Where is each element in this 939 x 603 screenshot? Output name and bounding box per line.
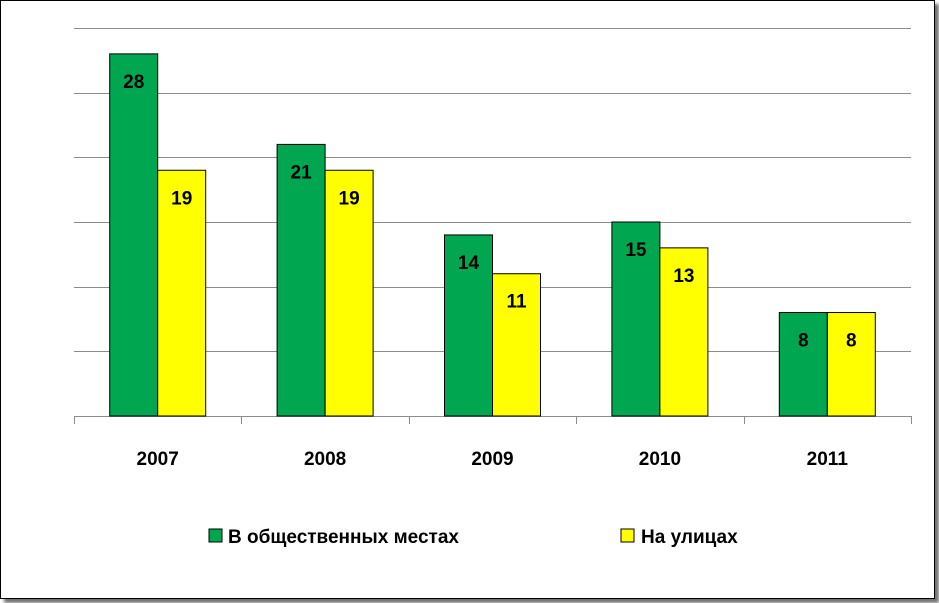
data-label-2009-series-1: 11: [506, 292, 527, 313]
bar-2010-series-1: [659, 247, 709, 417]
x-tick-label-2009: 2009: [471, 449, 513, 470]
data-label-2010-series-0: 15: [625, 240, 647, 261]
bar-2009-series-1: [492, 273, 541, 417]
data-label-2009-series-0: 14: [458, 253, 480, 274]
bar-2007-series-1: [157, 169, 207, 417]
bar-2008-series-0: [276, 143, 326, 417]
bar-2010-series-0: [611, 221, 661, 417]
bars: [109, 53, 876, 417]
x-axis: [74, 416, 912, 424]
bar-2011-series-0: [778, 312, 828, 417]
data-label-2007-series-0: 28: [123, 72, 144, 93]
gridlines: [74, 28, 911, 352]
data-label-2011-series-1: 8: [846, 331, 857, 352]
bar-2007-series-0: [109, 53, 159, 417]
legend-label-public-places: В общественных местах: [228, 527, 459, 548]
legend-swatch-streets: [620, 528, 635, 543]
bar-2009-series-0: [444, 234, 493, 417]
x-tick-label-2007: 2007: [137, 449, 179, 470]
legend-swatch-public-places: [208, 528, 223, 543]
legend-label-streets: На улицах: [641, 527, 738, 548]
legend: В общественных местах На улицах: [208, 527, 738, 548]
data-label-2007-series-1: 19: [171, 188, 192, 209]
x-tick-labels: 2007 2008 2009 2010 2011: [137, 449, 849, 470]
data-label-2008-series-0: 21: [291, 162, 313, 183]
data-label-2010-series-1: 13: [673, 266, 694, 287]
x-tick-label-2008: 2008: [304, 449, 346, 470]
x-tick-label-2010: 2010: [639, 449, 681, 470]
bar-2011-series-1: [826, 312, 876, 417]
data-label-2008-series-1: 19: [339, 188, 360, 209]
data-label-2011-series-0: 8: [798, 331, 809, 352]
x-tick-label-2011: 2011: [807, 449, 849, 470]
bar-2008-series-1: [324, 169, 374, 417]
data-labels: 28 19 21 19 14 11 15 13 8 8: [123, 72, 856, 352]
